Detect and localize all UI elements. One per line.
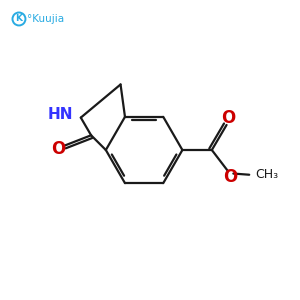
Text: O: O — [221, 110, 235, 128]
Text: HN: HN — [48, 107, 74, 122]
Text: O: O — [223, 168, 238, 186]
Text: K: K — [16, 14, 22, 23]
Text: O: O — [51, 140, 65, 158]
Text: °Kuujia: °Kuujia — [27, 14, 64, 24]
Text: CH₃: CH₃ — [256, 168, 279, 181]
